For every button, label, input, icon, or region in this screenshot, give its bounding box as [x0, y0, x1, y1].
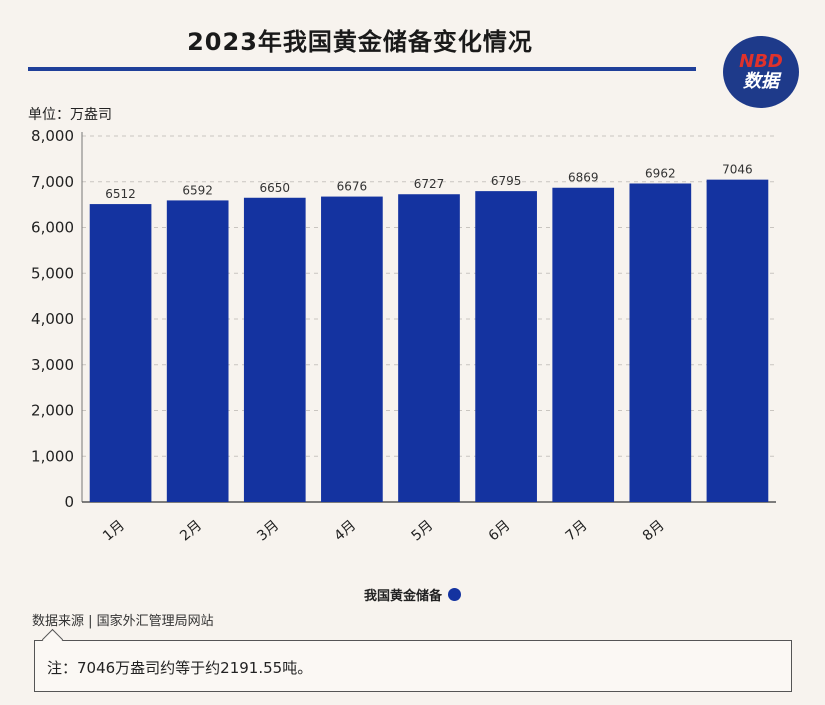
y-tick-label: 3,000 [31, 356, 74, 374]
y-tick-label: 5,000 [31, 264, 74, 282]
bar [321, 196, 383, 502]
x-tick-label: 3月 [254, 517, 282, 544]
y-tick-label: 4,000 [31, 310, 74, 328]
y-tick-label: 6,000 [31, 219, 74, 237]
bar [398, 194, 460, 502]
bar-chart: 0 1,000 2,000 3,000 4,000 5,000 6,000 7,000 8,00… [31, 127, 776, 544]
unit-label: 单位：万盎司 [28, 107, 112, 123]
data-label: 7046 [722, 163, 753, 177]
bar [475, 191, 537, 502]
note-box: 注：7046万盎司约等于约2191.55吨。 [34, 640, 792, 692]
data-label: 6676 [337, 180, 368, 194]
y-tick-label: 2,000 [31, 402, 74, 420]
legend: 我国黄金储备 [0, 585, 825, 604]
y-tick-label: 0 [64, 493, 74, 511]
y-tick-label: 8,000 [31, 127, 74, 145]
logo-sub: 数据 [743, 71, 779, 92]
logo-brand-text: NBD [739, 51, 783, 72]
bar [89, 204, 152, 503]
x-tick-label: 7月 [563, 517, 591, 544]
data-label: 6795 [491, 174, 522, 188]
legend-label: 我国黄金储备 [363, 589, 442, 604]
x-tick-label: 8月 [640, 517, 668, 544]
y-tick-label: 7,000 [31, 173, 74, 191]
x-tick-label: 6月 [486, 517, 514, 544]
bar [243, 197, 306, 502]
nbd-logo: NBD 数据 [723, 36, 799, 108]
bar [552, 187, 615, 502]
data-label: 6869 [568, 171, 599, 185]
data-label: 6512 [105, 187, 136, 201]
note-text: 注：7046万盎司约等于约2191.55吨。 [47, 659, 313, 677]
x-tick-label: 2月 [177, 517, 205, 544]
logo-brand: NBD [739, 53, 783, 71]
bar [706, 179, 769, 502]
chart-title: 2023年我国黄金储备变化情况 [187, 28, 533, 56]
data-source: 数据来源 | 国家外汇管理局网站 [32, 614, 214, 629]
legend-swatch-icon [448, 588, 461, 601]
data-label: 6650 [260, 181, 291, 195]
bar [166, 200, 229, 502]
x-tick-label: 5月 [409, 517, 437, 544]
data-label: 6962 [645, 166, 676, 180]
x-tick-label: 4月 [331, 517, 359, 544]
title-underline [28, 67, 696, 71]
data-label: 6592 [182, 183, 213, 197]
data-label: 6727 [414, 177, 445, 191]
bar [629, 183, 692, 502]
y-tick-label: 1,000 [31, 447, 74, 465]
x-tick-label: 1月 [100, 517, 128, 544]
